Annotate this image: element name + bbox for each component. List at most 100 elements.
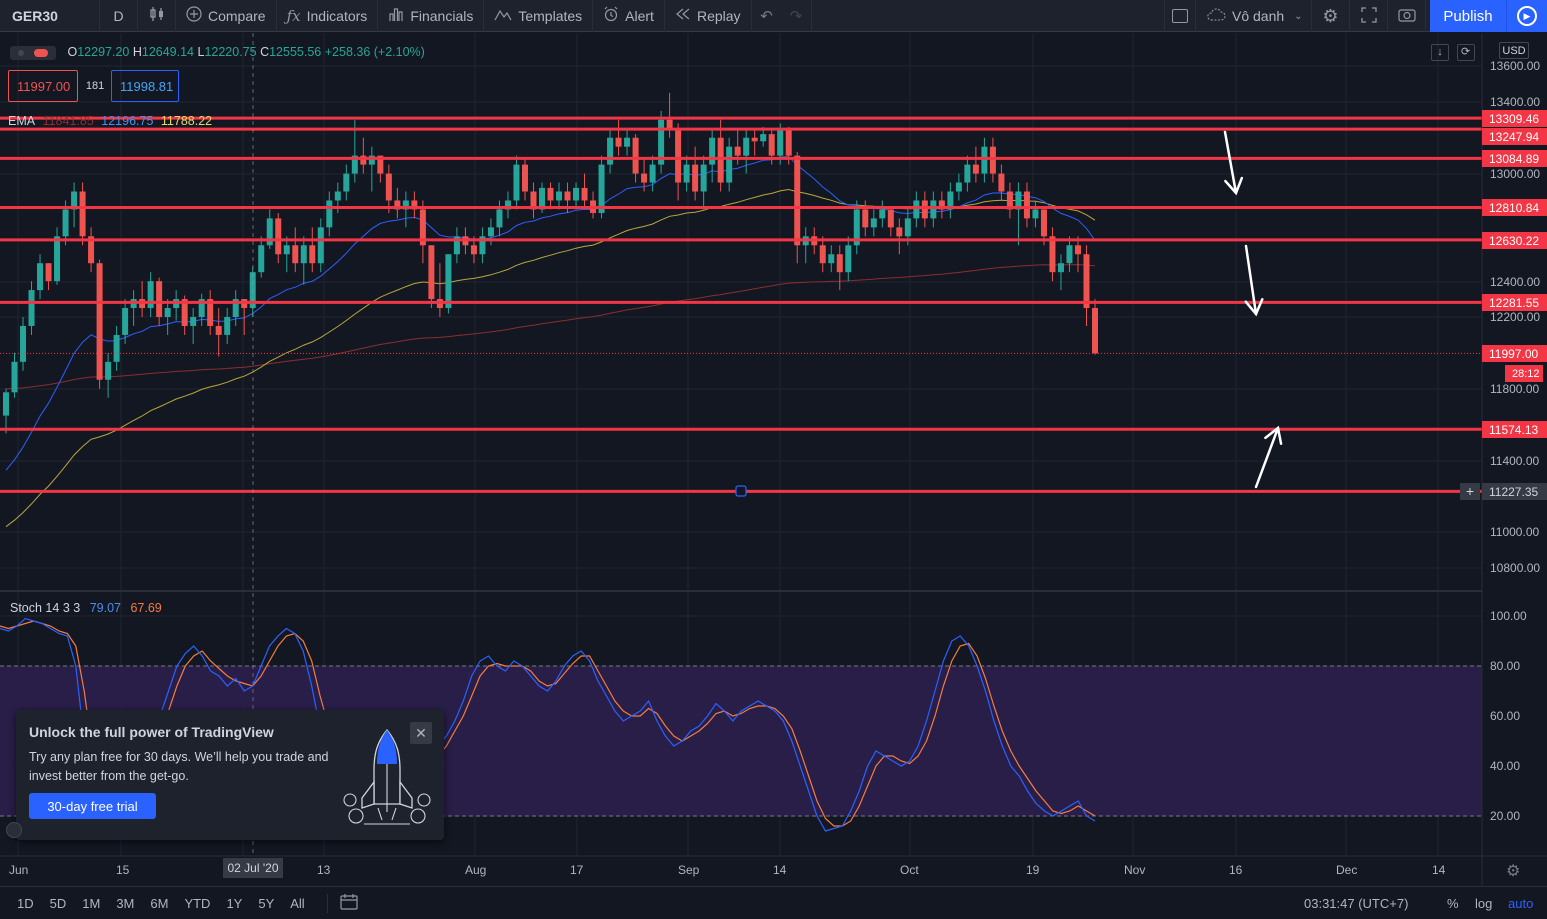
range-1d-button[interactable]: 1D — [17, 895, 34, 911]
candle-body — [113, 334, 120, 362]
candle-body — [921, 200, 928, 219]
candle-body — [768, 134, 775, 156]
candle-body — [981, 146, 988, 174]
stoch-k-value: 79.07 — [89, 601, 121, 615]
indicators-button[interactable]: ƒx Indicators — [277, 0, 379, 32]
avatar-icon[interactable] — [6, 822, 22, 838]
chart-type-button[interactable] — [138, 0, 176, 32]
candle-body — [54, 236, 61, 282]
buy-price-button[interactable]: 11998.81 — [111, 70, 179, 102]
candle-body — [3, 392, 9, 416]
replay-button[interactable]: Replay — [665, 0, 752, 32]
financials-button[interactable]: Financials — [378, 0, 485, 32]
price-tick: 11800.00 — [1490, 382, 1540, 396]
range-5y-button[interactable]: 5Y — [258, 895, 275, 911]
visibility-toggle[interactable] — [10, 45, 56, 60]
layout-name-button[interactable]: Vô danh ⌄ — [1196, 0, 1312, 32]
candle-body — [470, 245, 477, 255]
promo-title: Unlock the full power of TradingView — [29, 724, 274, 740]
compare-button[interactable]: Compare — [176, 0, 277, 32]
candle-body — [79, 191, 86, 237]
range-all-button[interactable]: All — [290, 895, 305, 911]
settings-button[interactable]: ⚙ — [1312, 0, 1350, 32]
horizontal-levels[interactable] — [0, 116, 1482, 493]
range-1m-button[interactable]: 1M — [82, 895, 101, 911]
add-level-icon[interactable]: + — [1460, 483, 1480, 500]
candle-body — [632, 137, 639, 174]
play-button[interactable]: ▶ — [1506, 0, 1547, 32]
bottom-toolbar: 1D 5D 1M 3M 6M YTD 1Y 5Y All — [0, 886, 1547, 919]
candle-body — [300, 245, 307, 264]
indicators-label: Indicators — [306, 7, 368, 24]
stoch-tick: 100.00 — [1490, 609, 1527, 623]
candle-body — [479, 236, 486, 255]
stoch-legend[interactable]: Stoch 14 3 3 79.07 67.69 — [10, 601, 162, 615]
percent-scale-toggle[interactable]: % — [1447, 896, 1459, 911]
candle-body — [513, 164, 520, 201]
price-tick: 13600.00 — [1490, 59, 1541, 73]
candle-body — [351, 155, 358, 174]
candle-body — [45, 263, 52, 282]
arrow-down-icon[interactable]: ↓ — [1431, 44, 1449, 61]
redo-button[interactable]: ↷ — [782, 0, 812, 32]
fullscreen-button[interactable] — [1350, 0, 1388, 32]
stoch-d-value: 67.69 — [130, 601, 162, 615]
ema-slow-line — [5, 264, 1096, 390]
interval-button[interactable]: D — [100, 0, 138, 32]
time-tick: Jun — [9, 863, 29, 877]
candle-body — [190, 317, 197, 326]
log-scale-toggle[interactable]: log — [1475, 896, 1493, 911]
price-tick: 13000.00 — [1490, 167, 1541, 181]
level-price-label: 12281.55 — [1482, 294, 1547, 311]
alert-button[interactable]: Alert — [593, 0, 665, 32]
candle-body — [870, 218, 877, 228]
range-5d-button[interactable]: 5D — [49, 895, 67, 911]
close-icon[interactable]: ✕ — [410, 722, 432, 744]
refresh-icon[interactable]: ⟳ — [1456, 44, 1475, 61]
candle-body — [913, 200, 920, 219]
candle-body — [989, 146, 996, 174]
level-handle[interactable] — [735, 485, 747, 497]
play-icon: ▶ — [1517, 6, 1537, 26]
candle-body — [581, 187, 588, 201]
free-trial-button[interactable]: 30-day free trial — [29, 793, 156, 819]
time-axis-settings-icon[interactable]: ⚙ — [1506, 863, 1521, 880]
sell-price-button[interactable]: 11997.00 — [8, 70, 78, 102]
goto-date-icon[interactable] — [326, 893, 358, 913]
range-ytd-button[interactable]: YTD — [184, 895, 211, 911]
clock[interactable]: 03:31:47 (UTC+7) — [1304, 896, 1409, 911]
range-1y-button[interactable]: 1Y — [226, 895, 243, 911]
candle-body — [224, 317, 231, 335]
ema-slow-value: 11841.85 — [42, 114, 94, 128]
fullscreen-layout-button[interactable] — [1164, 0, 1196, 32]
time-tick: Dec — [1336, 863, 1358, 877]
upgrade-promo-panel: Unlock the full power of TradingView Try… — [16, 710, 444, 840]
auto-scale-toggle[interactable]: auto — [1508, 896, 1534, 911]
snapshot-button[interactable] — [1388, 0, 1426, 32]
price-tick: 11000.00 — [1490, 525, 1540, 539]
currency-button[interactable]: USD — [1499, 42, 1529, 59]
candle-body — [777, 128, 784, 156]
range-3m-button[interactable]: 3M — [116, 895, 135, 911]
candle-body — [11, 361, 18, 393]
arrow-drawings[interactable] — [1223, 130, 1283, 489]
candle-body — [938, 200, 945, 210]
range-6m-button[interactable]: 6M — [150, 895, 169, 911]
candle-body — [1015, 191, 1022, 210]
publish-button[interactable]: Publish — [1430, 0, 1506, 32]
arrow-head — [1264, 425, 1283, 445]
close-value: 12555.56 — [269, 45, 322, 59]
symbol-search-button[interactable]: GER30 — [0, 0, 100, 32]
level-price-label: 12630.22 — [1482, 232, 1547, 249]
candle-body — [62, 209, 69, 237]
price-tick: 12200.00 — [1490, 310, 1541, 324]
candle-body — [887, 209, 894, 228]
arrow-shaft — [1244, 244, 1258, 316]
ema-legend[interactable]: EMA 11841.85 12196.75 11788.22 — [8, 114, 216, 128]
templates-button[interactable]: Templates — [484, 0, 594, 32]
candle-body — [207, 299, 214, 326]
undo-button[interactable]: ↶ — [752, 0, 782, 32]
candle-body — [377, 155, 384, 174]
square-icon — [1172, 9, 1188, 23]
templates-icon — [494, 6, 512, 26]
